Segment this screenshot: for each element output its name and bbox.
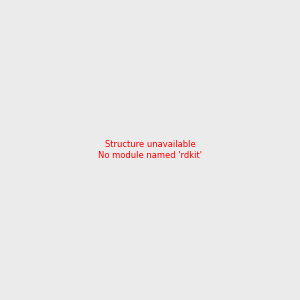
Text: Structure unavailable
No module named 'rdkit': Structure unavailable No module named 'r… [98, 140, 202, 160]
